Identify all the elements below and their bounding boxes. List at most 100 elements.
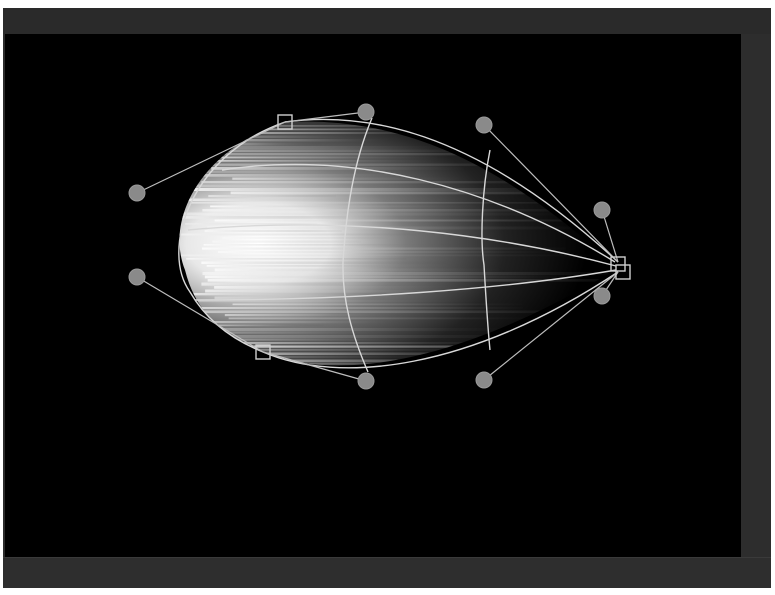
light-streak [200, 149, 502, 153]
light-streak [186, 307, 524, 309]
light-streak [191, 188, 565, 191]
light-streak [228, 345, 619, 348]
light-streak [179, 216, 348, 219]
light-streak [212, 240, 361, 243]
square-anchor-icon[interactable] [255, 344, 271, 360]
warp-grid[interactable] [178, 117, 619, 373]
right-scroll-rail[interactable] [741, 34, 771, 557]
round-handle-icon[interactable] [593, 287, 611, 305]
mesh-row-1[interactable] [221, 163, 616, 263]
light-streak [190, 184, 389, 188]
light-streak [204, 125, 510, 127]
light-streak [224, 314, 404, 317]
light-streak [232, 303, 523, 306]
light-streak [179, 174, 434, 177]
light-streak [228, 317, 537, 320]
light-streak [191, 202, 619, 204]
light-streak [214, 219, 619, 222]
light-streak [204, 275, 557, 279]
light-streak [211, 167, 464, 170]
light-streak [182, 212, 565, 216]
mesh-outer-bottom[interactable] [262, 271, 619, 369]
light-streak [199, 331, 393, 334]
light-streak [210, 205, 476, 208]
handle-line-right-top-out [483, 124, 619, 263]
light-streak [179, 254, 591, 257]
light-streak [179, 233, 417, 236]
light-streak [194, 324, 324, 327]
handle-line-bottom-left-out [136, 276, 264, 353]
light-streak [214, 286, 464, 289]
bezier-handle-lines [136, 111, 619, 382]
light-streak [223, 349, 480, 351]
light-streak [232, 177, 460, 180]
light-streak [186, 258, 407, 260]
round-handle-icon[interactable] [357, 103, 375, 121]
square-anchors[interactable] [255, 114, 631, 360]
light-streak [214, 268, 500, 272]
light-streak [191, 356, 428, 359]
mesh-row-2[interactable] [187, 224, 617, 267]
light-streak [218, 251, 549, 254]
window-bottom-bar [3, 557, 771, 588]
window-top-bar [3, 8, 771, 34]
light-streak [214, 135, 360, 138]
light-streak [201, 128, 489, 131]
light-streak [189, 163, 602, 166]
light-streak [205, 289, 472, 293]
round-handle-icon[interactable] [475, 371, 493, 389]
light-streak [208, 195, 337, 198]
light-streak [202, 272, 619, 276]
handle-line-right-top-in [601, 209, 619, 263]
light-streak [182, 335, 544, 338]
round-handle-icon[interactable] [357, 372, 375, 390]
mesh-col-2[interactable] [481, 149, 491, 351]
mesh-col-1[interactable] [342, 117, 373, 373]
round-handle-icon[interactable] [128, 184, 146, 202]
light-streak [207, 338, 420, 341]
light-streak [204, 321, 407, 324]
light-streak [210, 132, 466, 135]
handle-line-right-bottom-out [483, 271, 619, 381]
light-streak [222, 237, 388, 239]
light-streak [201, 282, 347, 286]
light-streak [203, 244, 461, 246]
light-streak [185, 142, 323, 146]
light-streak [207, 226, 602, 230]
light-streak [202, 247, 566, 250]
round-handle-icon[interactable] [475, 116, 493, 134]
light-streak [206, 265, 466, 267]
square-anchor-icon[interactable] [610, 256, 626, 272]
light-streak [179, 293, 420, 296]
mesh-outer-left[interactable] [178, 121, 286, 353]
light-streak [193, 310, 613, 314]
mesh-outer-top[interactable] [284, 118, 619, 263]
light-streak [183, 170, 378, 173]
light-streak [204, 230, 342, 233]
light-streak [215, 139, 388, 142]
light-streak [185, 223, 318, 225]
light-streak [207, 279, 619, 282]
square-anchor-icon[interactable] [615, 264, 631, 280]
square-anchor-icon[interactable] [277, 114, 293, 130]
light-streak [202, 328, 505, 332]
light-streak [196, 160, 432, 162]
light-streak [233, 367, 554, 369]
handle-line-top-left-in [284, 111, 367, 123]
handle-line-top-left-out [136, 121, 286, 194]
light-streak [218, 342, 502, 344]
light-streak [185, 153, 619, 156]
mesh-row-3[interactable] [194, 269, 617, 301]
light-streak [182, 146, 449, 150]
light-streak [187, 198, 438, 202]
round-handles[interactable] [128, 103, 611, 390]
light-streak [202, 209, 611, 212]
light-streak [201, 261, 446, 264]
round-handle-icon[interactable] [593, 201, 611, 219]
round-handle-icon[interactable] [128, 268, 146, 286]
light-streak [183, 352, 542, 356]
light-streak [187, 300, 482, 303]
handle-line-bottom-left-in [262, 351, 367, 382]
